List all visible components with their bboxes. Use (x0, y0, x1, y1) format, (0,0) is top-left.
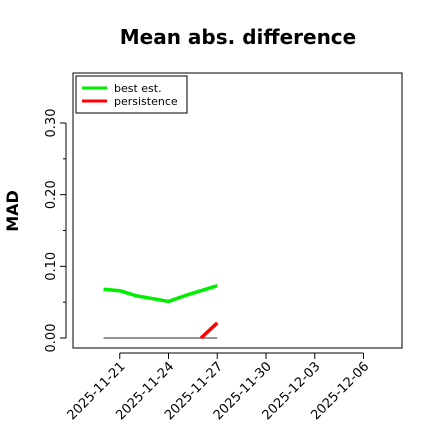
legend-label-persistence: persistence (114, 95, 178, 108)
plot-frame (72, 72, 403, 349)
legend-label-best: best est. (114, 82, 162, 95)
y-tick-label: 0.20 (44, 180, 59, 209)
series-layer (103, 284, 219, 340)
y-axis-label: MAD (3, 190, 22, 232)
y-tick-label: 0.30 (44, 109, 59, 138)
chart-title: Mean abs. difference (120, 25, 356, 49)
series-line-best-est (103, 284, 218, 304)
legend-box (75, 75, 188, 114)
y-tick-label: 0.10 (44, 252, 59, 281)
series-line-persistence (199, 321, 219, 340)
y-tick-label: 0.00 (44, 324, 59, 353)
x-axis: 2025-11-212025-11-242025-11-272025-11-30… (65, 352, 372, 423)
y-axis: 0.00 0.10 0.20 0.30 (44, 109, 67, 353)
legend: best est. persistence (75, 75, 188, 114)
